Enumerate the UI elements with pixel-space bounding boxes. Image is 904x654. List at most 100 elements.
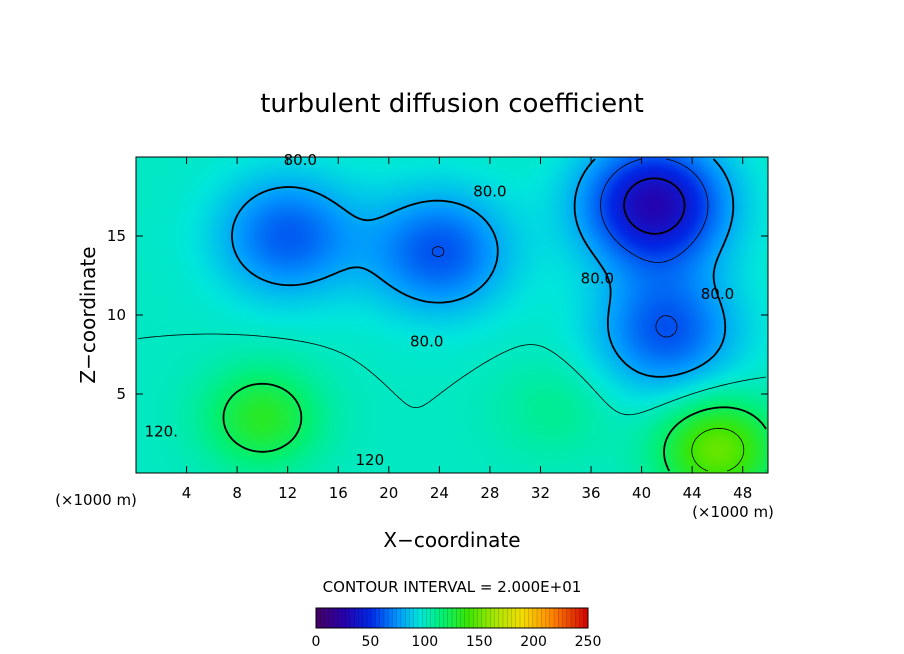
colorbar-swatch <box>451 607 457 629</box>
heatmap-field <box>136 157 768 473</box>
colorbar-swatch <box>570 607 576 629</box>
colorbar-swatch <box>328 607 334 629</box>
colorbar-swatch <box>358 607 364 629</box>
colorbar-frame <box>315 607 589 629</box>
contour-line <box>137 333 767 416</box>
colorbar-swatch <box>524 607 530 629</box>
colorbar-swatch <box>379 607 385 629</box>
colorbar-swatch <box>541 607 547 629</box>
colorbar-swatch <box>430 607 436 629</box>
colorbar-swatch <box>566 607 572 629</box>
colorbar-swatch <box>456 607 462 629</box>
colorbar-swatch <box>341 607 347 629</box>
colorbar-swatch <box>315 607 321 629</box>
colorbar-tick-label: 200 <box>520 634 547 650</box>
colorbar-swatch <box>396 607 402 629</box>
colorbar-swatch <box>545 607 551 629</box>
colorbar-swatch <box>473 607 479 629</box>
colorbar-swatch <box>422 607 428 629</box>
contour-label: 120 <box>356 451 385 469</box>
y-tick-label: 15 <box>107 227 126 245</box>
contour-labels: 80.0 80.0 80.0 80.0 80.0 120. 120 <box>145 151 735 469</box>
colorbar-swatch <box>528 607 534 629</box>
x-tick-label: 36 <box>581 484 600 502</box>
x-axis-label: X−coordinate <box>383 528 520 552</box>
contour-line <box>231 158 735 378</box>
colorbar-swatch <box>375 607 381 629</box>
colorbar-tick-label: 150 <box>466 634 493 650</box>
contour-interval-text: CONTOUR INTERVAL = 2.000E+01 <box>323 578 582 596</box>
colorbar-swatch <box>345 607 351 629</box>
contour-line <box>431 158 709 338</box>
colorbar-swatch <box>579 607 585 629</box>
x-tick-label: 44 <box>683 484 702 502</box>
colorbar-swatch <box>383 607 389 629</box>
x-unit-left: (×1000 m) <box>55 491 137 509</box>
colorbar-swatch <box>507 607 513 629</box>
colorbar-swatch <box>366 607 372 629</box>
colorbar-swatch <box>553 607 559 629</box>
colorbar-swatch <box>447 607 453 629</box>
colorbar-swatch <box>536 607 542 629</box>
x-tick-label: 4 <box>182 484 192 502</box>
colorbar-swatch <box>477 607 483 629</box>
colorbar-swatch <box>434 607 440 629</box>
y-tick-label: 5 <box>116 385 126 403</box>
contour-label: 80.0 <box>284 151 317 169</box>
colorbar-swatch <box>439 607 445 629</box>
colorbar-tick-label: 0 <box>312 634 321 650</box>
x-axis-ticks: 4 8 12 16 20 24 28 32 36 40 44 48 <box>182 157 752 502</box>
colorbar-swatch <box>443 607 449 629</box>
colorbar-swatch <box>371 607 377 629</box>
colorbar-swatch <box>320 607 326 629</box>
colorbar-swatch <box>511 607 517 629</box>
x-tick-label: 28 <box>480 484 499 502</box>
colorbar-swatch <box>498 607 504 629</box>
x-tick-label: 20 <box>379 484 398 502</box>
colorbar-swatch <box>494 607 500 629</box>
contour-label: 80.0 <box>581 269 614 287</box>
colorbar-swatch <box>400 607 406 629</box>
colorbar-tick-label: 100 <box>411 634 438 650</box>
x-unit-right: (×1000 m) <box>692 503 774 521</box>
y-axis-label: Z−coordinate <box>76 246 100 383</box>
y-axis-ticks: 5 10 15 <box>107 227 768 403</box>
colorbar-tick-label: 250 <box>575 634 602 650</box>
colorbar-swatch <box>460 607 466 629</box>
x-tick-label: 8 <box>232 484 242 502</box>
colorbar-swatch <box>502 607 508 629</box>
contour-lines <box>137 158 767 472</box>
colorbar-swatch <box>426 607 432 629</box>
colorbar-swatch <box>481 607 487 629</box>
x-tick-label: 24 <box>430 484 449 502</box>
colorbar-swatch <box>575 607 581 629</box>
colorbar-swatch <box>519 607 525 629</box>
colorbar-swatch <box>349 607 355 629</box>
plot-area: 80.0 80.0 80.0 80.0 80.0 120. 120 <box>135 151 769 474</box>
colorbar-swatch <box>417 607 423 629</box>
colorbar-ticks: 0 50 100 150 200 250 <box>312 634 602 650</box>
colorbar-swatch <box>515 607 521 629</box>
colorbar-swatch <box>337 607 343 629</box>
colorbar-swatch <box>413 607 419 629</box>
colorbar-swatch <box>562 607 568 629</box>
x-tick-label: 40 <box>632 484 651 502</box>
colorbar-swatch <box>362 607 368 629</box>
chart-title: turbulent diffusion coefficient <box>260 89 644 119</box>
colorbar-swatch <box>388 607 394 629</box>
colorbar-swatch <box>485 607 491 629</box>
y-tick-label: 10 <box>107 306 126 324</box>
colorbar-swatch <box>392 607 398 629</box>
contour-label: 80.0 <box>701 285 734 303</box>
colorbar-swatch <box>549 607 555 629</box>
x-tick-label: 16 <box>329 484 348 502</box>
colorbar-swatch <box>558 607 564 629</box>
colorbar-swatch <box>464 607 470 629</box>
colorbar-swatch <box>354 607 360 629</box>
contour-label: 120. <box>145 423 178 441</box>
colorbar-swatch <box>490 607 496 629</box>
x-tick-label: 12 <box>278 484 297 502</box>
contour-line <box>623 177 686 235</box>
colorbar: 0 50 100 150 200 250 <box>312 607 602 650</box>
